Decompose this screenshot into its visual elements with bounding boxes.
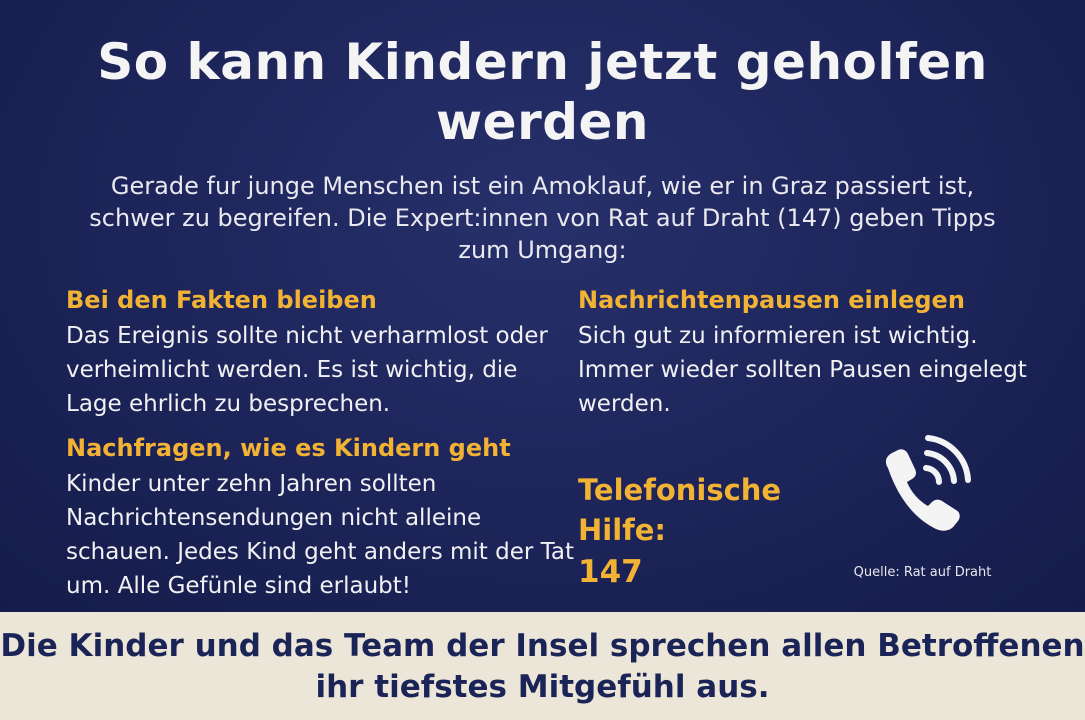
tip-news-breaks: Nachrichtenpausen einlegen Sich gut zu i…: [578, 285, 1058, 421]
tip-facts: Bei den Fakten bleiben Das Ereignis soll…: [66, 285, 566, 421]
intro-text: Gerade fur junge Menschen ist ein Amokla…: [89, 172, 996, 264]
main-panel: So kann Kindern jetzt geholfen werden Ge…: [0, 0, 1085, 612]
page-title: So kann Kindern jetzt geholfen werden: [97, 33, 988, 151]
tip-text: Sich gut zu informieren ist wichtig. Imm…: [578, 323, 1027, 417]
tip-heading: Bei den Fakten bleiben: [66, 286, 377, 314]
footer-banner: Die Kinder und das Team der Insel sprech…: [0, 612, 1085, 720]
tip-heading: Nachfragen, wie es Kindern geht: [66, 434, 511, 462]
hotline-block: Telefonische Hilfe: 147: [578, 470, 878, 594]
phone-icon: [885, 435, 971, 531]
tip-ask-children: Nachfragen, wie es Kindern geht Kinder u…: [66, 433, 586, 603]
footer-message: Die Kinder und das Team der Insel sprech…: [0, 628, 1085, 705]
tip-heading: Nachrichtenpausen einlegen: [578, 286, 965, 314]
hotline-number: 147: [578, 554, 643, 590]
source-credit: Quelle: Rat auf Draht: [853, 565, 992, 580]
tip-text: Kinder unter zehn Jahren sollten Nachric…: [66, 471, 574, 599]
tip-text: Das Ereignis sollte nicht verharmlost od…: [66, 323, 548, 417]
hotline-label: Telefonische Hilfe:: [578, 473, 782, 547]
